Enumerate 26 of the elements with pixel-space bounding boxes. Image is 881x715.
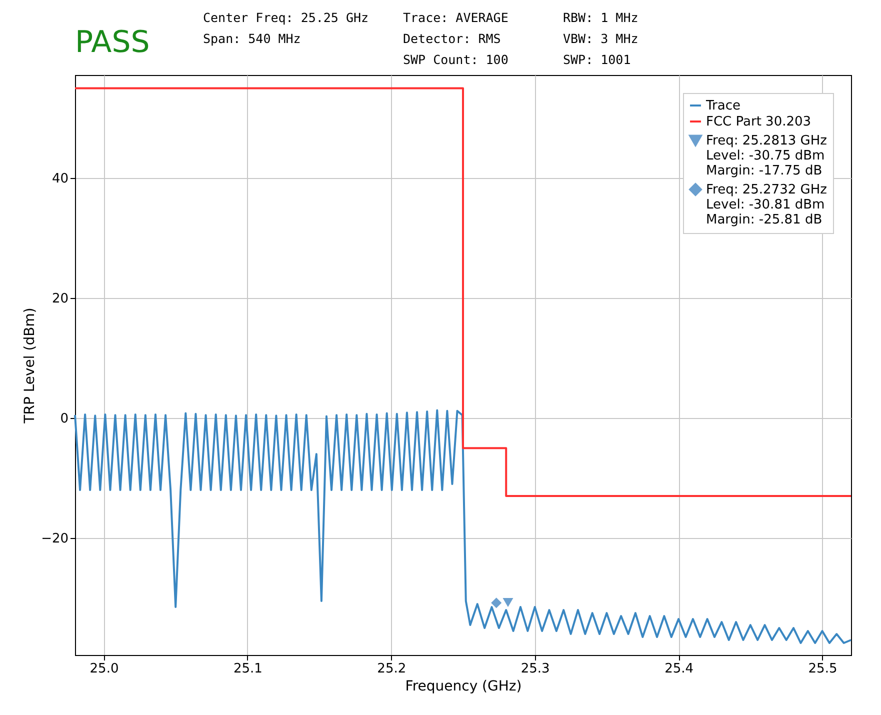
y-tick-label: −20: [41, 532, 68, 547]
legend-label: Trace: [705, 98, 740, 114]
x-tick-label: 25.4: [664, 662, 694, 676]
x-tick-label: 25.0: [90, 662, 119, 676]
x-tick-label: 25.1: [233, 662, 262, 676]
text: RBW: 1 MHz: [563, 10, 638, 25]
text: Center Freq: 25.25 GHz: [203, 10, 369, 25]
legend-label: Freq: 25.2813 GHz Level: -30.75 dBm Margin: -17.75 dB: [706, 134, 828, 178]
y-axis-title: TRP Level (dBm): [22, 308, 38, 424]
x-axis-title: Frequency (GHz): [405, 678, 522, 694]
x-tick-label: 25.2: [377, 662, 406, 676]
text: SWP Count: 100: [403, 52, 508, 67]
legend-label: Freq: 25.2732 GHz Level: -30.81 dBm Margin: -25.81 dB: [706, 182, 828, 228]
text: PASS: [75, 25, 150, 60]
y-tick-label: 20: [52, 292, 68, 307]
x-tick-label: 25.3: [520, 662, 550, 676]
y-tick-label: 0: [60, 412, 68, 427]
text: VBW: 3 MHz: [563, 31, 638, 46]
text: Span: 540 MHz: [203, 31, 301, 46]
text: SWP: 1001: [563, 52, 631, 67]
text: Detector: RMS: [403, 31, 501, 46]
x-tick-label: 25.5: [808, 662, 838, 676]
y-tick-label: 40: [52, 172, 68, 187]
legend-label: FCC Part 30.203: [706, 114, 812, 130]
line-series: [74, 409, 852, 644]
text: Trace: AVERAGE: [403, 10, 508, 25]
